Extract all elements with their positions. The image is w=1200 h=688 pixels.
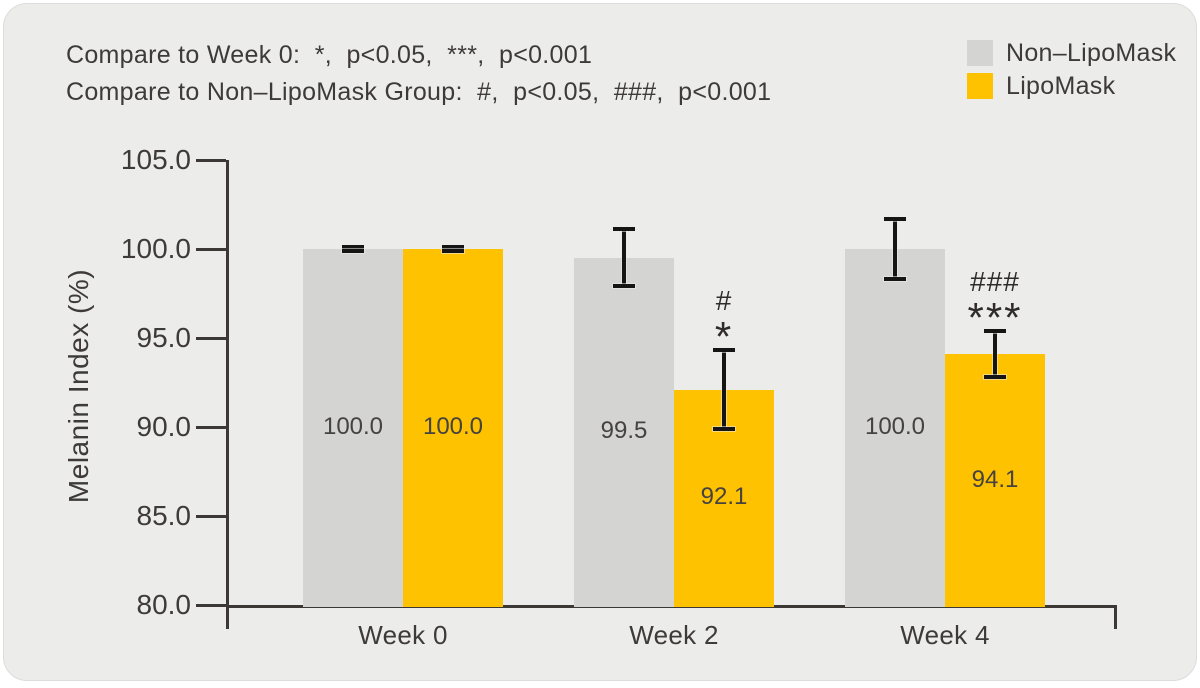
legend-label-non-lipomask: Non–LipoMask bbox=[1006, 38, 1177, 67]
significance-key-line-2: Compare to Non–LipoMask Group: #, p<0.05… bbox=[66, 78, 772, 106]
lipomask-swatch-icon bbox=[967, 73, 993, 99]
y-tick bbox=[196, 426, 226, 429]
error-bar-stem bbox=[993, 330, 997, 378]
y-tick-label: 105.0 bbox=[120, 144, 191, 175]
significance-key-line-1: Compare to Week 0: *, p<0.05, ***, p<0.0… bbox=[66, 41, 593, 69]
bar-value-label: 92.1 bbox=[700, 483, 748, 511]
error-bar-cap-top bbox=[442, 244, 464, 249]
significance-mark: *** bbox=[967, 293, 1023, 341]
error-bar-cap-bottom bbox=[342, 249, 364, 254]
y-tick-label: 100.0 bbox=[120, 233, 191, 264]
significance-mark: * bbox=[714, 313, 734, 361]
significance-marks: ### *** bbox=[925, 265, 1065, 339]
bar-lipomask-2 bbox=[945, 354, 1045, 607]
y-tick bbox=[196, 159, 226, 162]
bar-value-label: 99.5 bbox=[600, 417, 648, 445]
error-bar-stem bbox=[622, 229, 626, 287]
bar-non-lipomask-1 bbox=[574, 257, 674, 607]
error-bar-stem bbox=[351, 246, 355, 252]
bar-value-label: 100.0 bbox=[422, 413, 484, 440]
non-lipomask-swatch-icon bbox=[967, 40, 993, 66]
error-bar-cap-top bbox=[884, 216, 906, 221]
error-bar-cap-bottom bbox=[713, 426, 735, 431]
error-bar-cap-top bbox=[713, 348, 735, 353]
x-tick-label-week-2: Week 2 bbox=[629, 620, 719, 650]
bar-non-lipomask-2 bbox=[845, 249, 945, 607]
bar-value-label: 94.1 bbox=[971, 465, 1019, 493]
figure-card: Compare to Week 0: *, p<0.05, ***, p<0.0… bbox=[3, 3, 1197, 681]
error-bar-cap-bottom bbox=[984, 375, 1006, 380]
error-bar-stem bbox=[893, 218, 897, 280]
error-bar-cap-top bbox=[984, 328, 1006, 333]
chart-area: 80.0 85.0 90.0 95.0 100.0 105.0 100.0 99.5 100.0… bbox=[4, 4, 1200, 688]
error-bar-stem bbox=[722, 350, 726, 429]
x-axis-end-tick bbox=[1114, 605, 1117, 629]
x-tick-label-week-0: Week 0 bbox=[358, 620, 448, 650]
error-bar-cap-bottom bbox=[884, 277, 906, 282]
y-tick-label: 80.0 bbox=[136, 589, 192, 620]
legend-label-lipomask: LipoMask bbox=[1006, 71, 1116, 100]
legend-item-non-lipomask: Non–LipoMask bbox=[967, 38, 1177, 67]
y-tick-label: 85.0 bbox=[136, 500, 192, 531]
error-bar-cap-top bbox=[613, 227, 635, 232]
error-bar-cap-top bbox=[342, 244, 364, 249]
bar-value-label: 100.0 bbox=[322, 413, 384, 440]
x-tick-label-week-4: Week 4 bbox=[900, 620, 990, 650]
y-tick-label: 95.0 bbox=[136, 322, 192, 353]
error-bar-cap-bottom bbox=[613, 284, 635, 289]
error-bar-stem bbox=[451, 246, 455, 252]
y-tick-label: 90.0 bbox=[136, 411, 192, 442]
bar-value-label: 100.0 bbox=[864, 413, 926, 440]
y-tick bbox=[196, 248, 226, 251]
y-tick bbox=[196, 515, 226, 518]
significance-marks: # * bbox=[654, 285, 794, 358]
y-tick bbox=[196, 604, 226, 607]
significance-mark: ### bbox=[970, 265, 1020, 297]
y-tick bbox=[196, 337, 226, 340]
legend-item-lipomask: LipoMask bbox=[967, 71, 1176, 100]
significance-mark: # bbox=[715, 285, 733, 317]
bar-lipomask-0 bbox=[403, 249, 503, 607]
y-axis-line bbox=[226, 160, 229, 629]
error-bar-cap-bottom bbox=[442, 249, 464, 254]
legend: Non–LipoMask LipoMask bbox=[967, 38, 1177, 100]
bar-non-lipomask-0 bbox=[303, 249, 403, 607]
